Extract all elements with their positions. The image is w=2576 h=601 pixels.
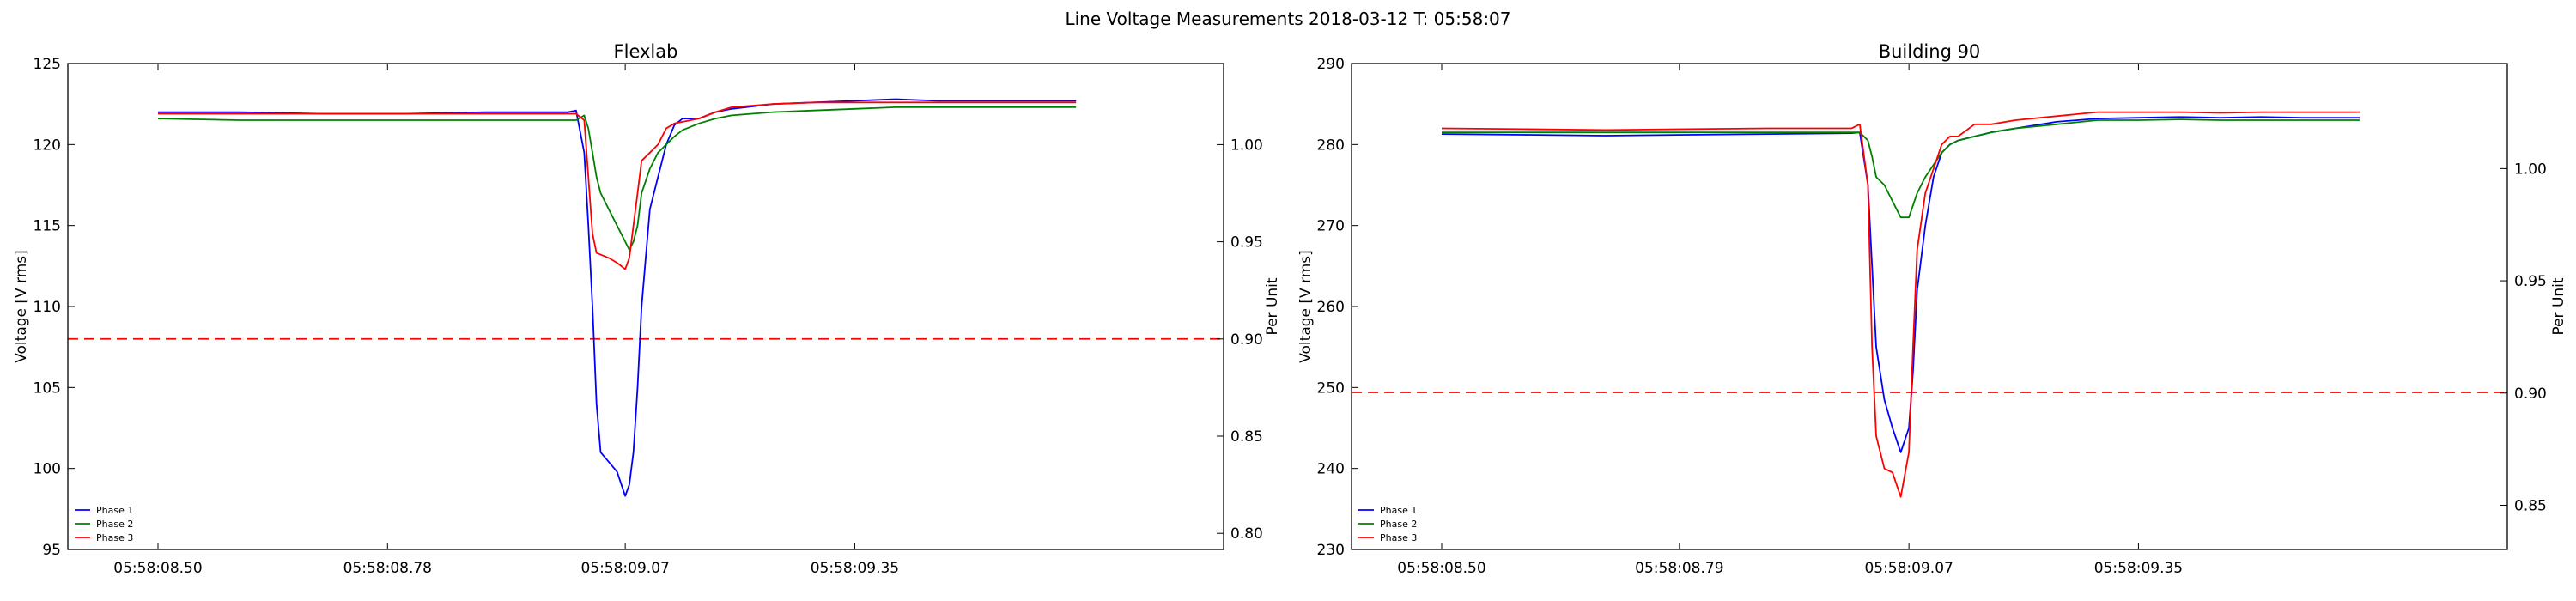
legend-label: Phase 1 bbox=[1380, 505, 1417, 516]
x-tick-label: 05:58:08.79 bbox=[1635, 560, 1723, 577]
series-line-phase-2 bbox=[1442, 118, 2360, 219]
y-tick-label: 260 bbox=[1317, 299, 1345, 316]
y-right-tick-label: 0.90 bbox=[1230, 331, 1263, 349]
y-tick-label: 100 bbox=[33, 461, 61, 478]
chart-title: Flexlab bbox=[614, 41, 678, 62]
series-line-phase-2 bbox=[157, 106, 1077, 251]
y-axis-label: Voltage [V rms] bbox=[13, 250, 30, 363]
y-tick-label: 270 bbox=[1317, 218, 1345, 235]
plot-frame bbox=[1351, 63, 2508, 550]
chart-title: Building 90 bbox=[1879, 41, 1981, 62]
y-tick-label: 120 bbox=[33, 137, 61, 154]
x-tick-label: 05:58:08.50 bbox=[1397, 560, 1485, 577]
y-right-tick-label: 0.95 bbox=[2514, 273, 2547, 290]
y-right-tick-label: 1.00 bbox=[1230, 137, 1263, 154]
y-right-tick-label: 0.80 bbox=[1230, 525, 1263, 543]
x-tick-label: 05:58:09.07 bbox=[1864, 560, 1953, 577]
legend-label: Phase 3 bbox=[96, 532, 133, 543]
x-tick-label: 05:58:09.35 bbox=[2094, 560, 2183, 577]
y-tick-label: 105 bbox=[33, 379, 61, 397]
legend-label: Phase 2 bbox=[96, 519, 133, 530]
y-axis-right-label: Per Unit bbox=[1264, 277, 1281, 335]
series-line-phase-3 bbox=[158, 101, 1077, 270]
y-tick-label: 115 bbox=[33, 218, 61, 235]
series-line-phase-1 bbox=[1441, 116, 2360, 453]
x-tick-label: 05:58:09.35 bbox=[811, 560, 899, 577]
y-tick-label: 125 bbox=[33, 56, 61, 73]
y-tick-label: 280 bbox=[1317, 137, 1345, 154]
series-line-phase-1 bbox=[158, 98, 1077, 497]
y-tick-label: 290 bbox=[1317, 56, 1345, 73]
y-right-tick-label: 0.85 bbox=[1230, 428, 1263, 446]
figure-suptitle: Line Voltage Measurements 2018-03-12 T: … bbox=[1065, 9, 1510, 29]
y-tick-label: 240 bbox=[1317, 461, 1345, 478]
chart-flexlab: Flexlab 05:58:08.50 05:58:08.78 05:58:09.0… bbox=[13, 41, 1281, 577]
plot-frame bbox=[67, 63, 1224, 550]
y-right-tick-label: 1.00 bbox=[2514, 161, 2547, 178]
series-line-phase-3 bbox=[1441, 111, 2360, 498]
y-right-tick-label: 0.95 bbox=[1230, 234, 1263, 252]
x-tick-label: 05:58:08.78 bbox=[343, 560, 432, 577]
y-tick-label: 110 bbox=[33, 299, 61, 316]
legend-label: Phase 1 bbox=[96, 505, 133, 516]
y-right-tick-label: 0.85 bbox=[2514, 497, 2547, 514]
y-axis-right-label: Per Unit bbox=[2550, 277, 2567, 335]
y-tick-label: 250 bbox=[1317, 379, 1345, 397]
y-right-tick-label: 0.90 bbox=[2514, 385, 2547, 403]
chart-building-90: Building 90 05:58:08.50 05:58:08.79 05:58:… bbox=[1297, 41, 2567, 577]
y-tick-label: 230 bbox=[1317, 542, 1345, 559]
x-tick-label: 05:58:08.50 bbox=[113, 560, 202, 577]
legend-label: Phase 3 bbox=[1380, 532, 1417, 543]
y-axis-label: Voltage [V rms] bbox=[1297, 250, 1315, 363]
y-tick-label: 95 bbox=[42, 542, 61, 559]
legend-label: Phase 2 bbox=[1380, 519, 1417, 530]
x-tick-label: 05:58:09.07 bbox=[580, 560, 669, 577]
